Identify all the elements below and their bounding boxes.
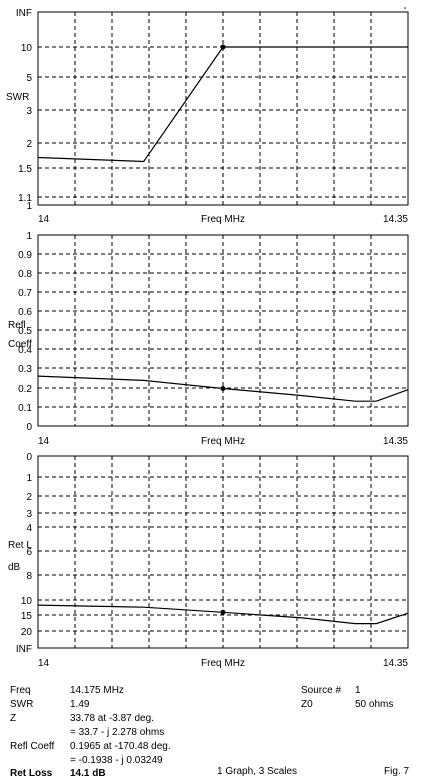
x-tick-label: 14 — [38, 658, 50, 669]
x-tick-label: 14.35 — [383, 214, 408, 225]
ret-loss-value: 14.1 dB — [70, 768, 106, 779]
ret-loss-label: Ret Loss — [10, 768, 53, 779]
x-axis-label: Freq MHz — [201, 658, 245, 669]
plot-frame — [37, 11, 409, 206]
x-tick-label: 14.35 — [383, 658, 408, 669]
y-tick-label: 6 — [26, 547, 32, 558]
y-axis-label: Coeff — [8, 339, 32, 350]
data-marker — [220, 385, 226, 391]
y-axis-label: dB — [8, 562, 21, 573]
series-line — [37, 46, 408, 163]
y-tick-label: 1 — [26, 473, 32, 484]
y-tick-label: 5 — [26, 73, 32, 84]
x-axis-label: Freq MHz — [201, 214, 245, 225]
data-marker — [220, 609, 226, 615]
y-tick-label: 0.5 — [18, 326, 32, 337]
y-tick-label: 3 — [26, 509, 32, 520]
data-marker — [220, 44, 226, 50]
z0-label: Z0 — [301, 699, 313, 710]
y-tick-label: 0.2 — [18, 384, 32, 395]
y-tick-label: 15 — [21, 611, 33, 622]
figure-label: Fig. 7 — [384, 766, 410, 777]
y-tick-label: 2 — [26, 492, 32, 503]
x-tick-label: 14 — [38, 214, 50, 225]
plot-frame — [37, 455, 409, 649]
y-axis-label: SWR — [6, 92, 29, 103]
y-tick-label: 1.1 — [18, 193, 32, 204]
x-tick-label: 14 — [38, 436, 50, 447]
z-label: Z — [10, 713, 17, 724]
series-line — [37, 375, 409, 402]
freq-label: Freq — [10, 685, 31, 696]
y-tick-label: 0.4 — [18, 345, 32, 356]
y-tick-label: 0.8 — [18, 269, 32, 280]
z-value-rect: = 33.7 - j 2.278 ohms — [70, 727, 165, 738]
freq-value: 14.175 MHz — [70, 685, 124, 696]
y-axis-label: Ret L — [8, 540, 32, 551]
y-tick-label: 0.9 — [18, 250, 32, 261]
y-axis-label: Refl — [8, 320, 26, 331]
plot-frame — [37, 234, 409, 427]
z-value-polar: 33.78 at -3.87 deg. — [70, 713, 154, 724]
x-axis-label: Freq MHz — [201, 436, 245, 447]
y-tick-label: 0 — [26, 422, 32, 433]
corner-dot — [404, 7, 406, 9]
y-tick-label: 8 — [26, 571, 32, 582]
swr-value: 1.49 — [70, 699, 90, 710]
y-tick-label: INF — [16, 644, 32, 655]
swr-label: SWR — [10, 699, 34, 710]
refl-coeff-label: Refl Coeff — [10, 741, 55, 752]
x-tick-label: 14.35 — [383, 436, 408, 447]
y-tick-label: 0 — [26, 452, 32, 463]
y-tick-label: 3 — [26, 106, 32, 117]
graph-note: 1 Graph, 3 Scales — [217, 766, 298, 777]
y-tick-label: INF — [16, 8, 32, 19]
y-tick-label: 0.7 — [18, 288, 32, 299]
z0-value: 50 ohms — [355, 699, 394, 710]
y-tick-label: 4 — [26, 523, 32, 534]
y-tick-label: 1 — [26, 201, 32, 212]
refl-coeff-polar: 0.1965 at -170.48 deg. — [70, 741, 171, 752]
series-line — [37, 604, 409, 625]
refl-coeff-rect: = -0.1938 - j 0.03249 — [70, 755, 163, 766]
source-value: 1 — [355, 685, 361, 696]
y-tick-label: 0.3 — [18, 364, 32, 375]
source-label: Source # — [301, 685, 342, 696]
y-tick-label: 2 — [26, 139, 32, 150]
y-tick-label: 1.5 — [18, 164, 32, 175]
y-tick-label: 10 — [21, 596, 33, 607]
y-tick-label: 20 — [21, 627, 33, 638]
y-tick-label: 0.6 — [18, 307, 32, 318]
y-tick-label: 1 — [26, 231, 32, 242]
y-tick-label: 10 — [21, 43, 33, 54]
y-tick-label: 0.1 — [18, 403, 32, 414]
